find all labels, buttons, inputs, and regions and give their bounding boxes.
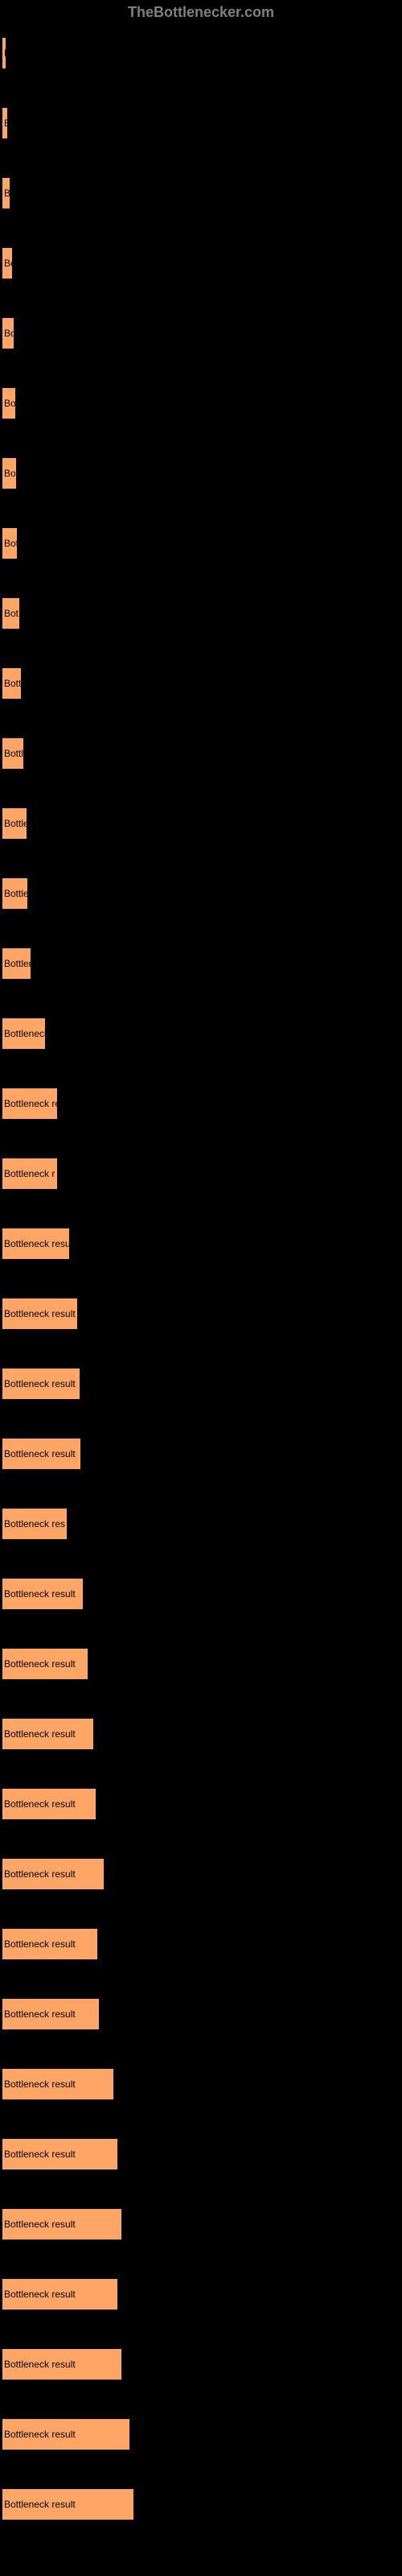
bar: Bottlen xyxy=(2,947,31,980)
bar: Bo xyxy=(2,317,14,349)
bar: Bottleneck result xyxy=(2,1718,94,1750)
bar: Bot xyxy=(2,597,20,630)
bar-row: Bottleneck result xyxy=(2,1858,400,1890)
bar-row: Bott xyxy=(2,667,400,700)
bar-row: Bottleneck result xyxy=(2,1368,400,1400)
bar: Bottleneck result xyxy=(2,1998,100,2030)
bar: Bottleneck result xyxy=(2,2278,118,2310)
bar: Bottleneck result xyxy=(2,1788,96,1820)
bar: Bottleneck result xyxy=(2,2068,114,2100)
bar-row: Bottleneck result xyxy=(2,2348,400,2380)
bar-row: Bot xyxy=(2,387,400,419)
bar-row: Bot xyxy=(2,597,400,630)
bar: Bottleneck result xyxy=(2,1578,84,1610)
bar: Bottl xyxy=(2,737,24,770)
bar-row: Bottle xyxy=(2,807,400,840)
bar-row: Bo xyxy=(2,317,400,349)
watermark-text: TheBottlenecker.com xyxy=(0,4,402,21)
bar: Bottleneck result xyxy=(2,1858,105,1890)
bar-row: Bot xyxy=(2,457,400,489)
bar: Bottleneck re xyxy=(2,1088,58,1120)
bar-row: Bottle xyxy=(2,877,400,910)
bar: Bottle xyxy=(2,877,28,910)
bar-row: Bottleneck r xyxy=(2,1158,400,1190)
bar-row: Bottleneck re xyxy=(2,1088,400,1120)
bar: Bottle xyxy=(2,807,27,840)
bar: Bottleneck result xyxy=(2,2418,130,2450)
bar-row: Bottleneck result xyxy=(2,1928,400,1960)
bar: B xyxy=(2,37,6,69)
bar-row: Bottl xyxy=(2,737,400,770)
bar: Bottleneck res xyxy=(2,1508,68,1540)
bar-row: Bottleneck result xyxy=(2,1718,400,1750)
bar-row: Bottleneck result xyxy=(2,2418,400,2450)
bar: Bot xyxy=(2,527,18,559)
bar-row: Bottleneck result xyxy=(2,1998,400,2030)
bar: Bot xyxy=(2,387,16,419)
bar-chart: B B Bo Bo Bo Bot Bot Bot Bot Bott Bottl Bottle Bottl… xyxy=(0,37,402,2520)
bar-row: Bottleneck result xyxy=(2,2208,400,2240)
bar-row: Bottleneck resul xyxy=(2,1228,400,1260)
bar-row: Bottlen xyxy=(2,947,400,980)
bar: Bo xyxy=(2,177,10,209)
bar: Bottleneck result xyxy=(2,1648,88,1680)
bar-row: Bo xyxy=(2,247,400,279)
bar: Bottleneck result xyxy=(2,1298,78,1330)
bar: Bottleneck result xyxy=(2,1368,80,1400)
bar-row: Bottleneck result xyxy=(2,1648,400,1680)
bar-row: Bo xyxy=(2,177,400,209)
bar-row: Bottleneck result xyxy=(2,1438,400,1470)
bar-row: Bottleneck res xyxy=(2,1508,400,1540)
bar: Bottleneck result xyxy=(2,2488,134,2520)
bar-row: Bottleneck result xyxy=(2,1298,400,1330)
bar-row: Bottleneck xyxy=(2,1018,400,1050)
bar-row: B xyxy=(2,107,400,139)
bar-row: Bottleneck result xyxy=(2,1578,400,1610)
bar: Bot xyxy=(2,457,17,489)
bar: Bo xyxy=(2,247,13,279)
bar: Bottleneck result xyxy=(2,1928,98,1960)
bar: Bottleneck result xyxy=(2,2348,122,2380)
bar: Bottleneck resul xyxy=(2,1228,70,1260)
bar-row: Bottleneck result xyxy=(2,1788,400,1820)
bar: Bottleneck result xyxy=(2,1438,81,1470)
bar: B xyxy=(2,107,8,139)
bar-row: Bottleneck result xyxy=(2,2068,400,2100)
bar-row: Bot xyxy=(2,527,400,559)
bar-row: Bottleneck result xyxy=(2,2278,400,2310)
bar: Bott xyxy=(2,667,22,700)
bar: Bottleneck r xyxy=(2,1158,58,1190)
bar: Bottleneck result xyxy=(2,2208,122,2240)
bar-row: B xyxy=(2,37,400,69)
bar-row: Bottleneck result xyxy=(2,2488,400,2520)
bar-row: Bottleneck result xyxy=(2,2138,400,2170)
bar: Bottleneck xyxy=(2,1018,46,1050)
bar: Bottleneck result xyxy=(2,2138,118,2170)
